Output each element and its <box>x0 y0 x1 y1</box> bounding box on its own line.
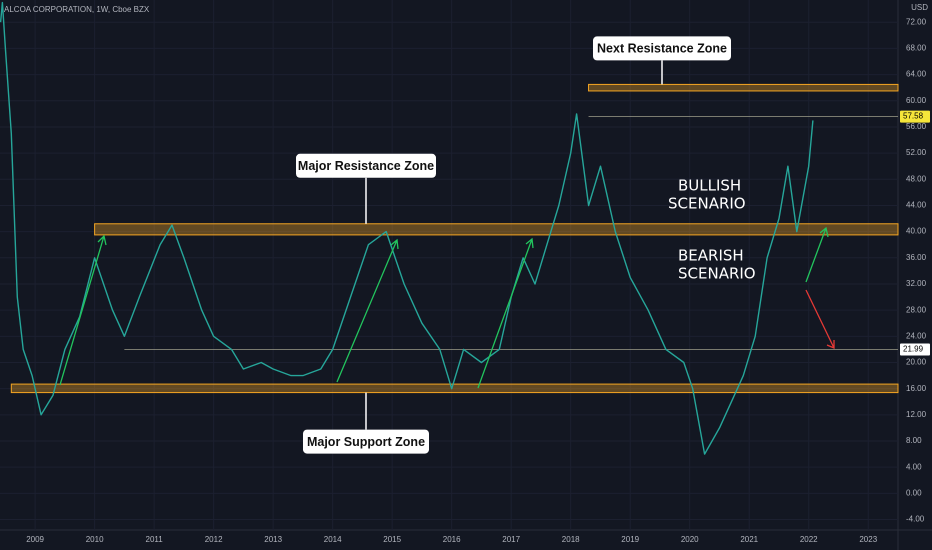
arrow <box>336 238 399 383</box>
y-tick-label: 48.00 <box>906 174 927 183</box>
y-tick-label: 0.00 <box>906 488 922 497</box>
y-tick-label: 24.00 <box>906 331 927 340</box>
bearish-arrow <box>805 289 835 349</box>
y-tick-label: 72.00 <box>906 17 927 26</box>
y-tick-label: 36.00 <box>906 253 927 262</box>
arrow <box>805 226 829 283</box>
x-tick-label: 2011 <box>146 535 164 544</box>
x-tick-label: 2012 <box>205 535 223 544</box>
plot <box>0 1 814 455</box>
callout-label: Major Resistance Zone <box>298 159 434 173</box>
callout-label: Next Resistance Zone <box>597 42 727 56</box>
x-tick-label: 2016 <box>443 535 461 544</box>
arrow <box>59 234 107 386</box>
x-tick-label: 2017 <box>502 535 520 544</box>
annotation: BEARISH <box>678 247 744 265</box>
y-tick-label: 56.00 <box>906 122 927 131</box>
chart-title: ALCOA CORPORATION, 1W, Cboe BZX <box>4 5 150 14</box>
x-tick-label: 2022 <box>800 535 818 544</box>
callout-box <box>593 36 731 61</box>
y-tick-label: 28.00 <box>906 305 927 314</box>
zone <box>588 83 899 92</box>
x-tick-label: 2009 <box>26 535 44 544</box>
y-unit: USD <box>911 3 928 12</box>
y-tick-label: 4.00 <box>906 462 922 471</box>
level-tag <box>900 343 930 356</box>
y-tick-label: 64.00 <box>906 70 927 79</box>
x-tick-label: 2018 <box>562 535 580 544</box>
annotation: SCENARIO <box>668 195 746 213</box>
x-tick-label: 2015 <box>383 535 401 544</box>
x-tick-label: 2019 <box>621 535 639 544</box>
level-label: 21.99 <box>903 345 924 354</box>
arrow <box>477 237 534 389</box>
level-label: 57.58 <box>903 112 924 121</box>
x-tick-label: 2021 <box>740 535 758 544</box>
x-tick-label: 2014 <box>324 535 342 544</box>
level-tag <box>900 110 930 123</box>
x-tick-label: 2010 <box>86 535 104 544</box>
annotation: BULLISH <box>678 177 741 195</box>
y-tick-label: 40.00 <box>906 227 927 236</box>
y-tick-label: 20.00 <box>906 358 927 367</box>
y-tick-label: 60.00 <box>906 96 927 105</box>
callout-box <box>296 153 436 178</box>
zones <box>10 83 899 394</box>
y-tick-label: 16.00 <box>906 384 927 393</box>
y-tick-label: 44.00 <box>906 201 927 210</box>
callout-label: Major Support Zone <box>307 435 425 449</box>
x-tick-label: 2023 <box>859 535 877 544</box>
y-tick-label: -4.00 <box>906 515 925 524</box>
annotation: SCENARIO <box>678 265 756 283</box>
price-line <box>0 1 814 455</box>
trend-arrows <box>59 226 829 389</box>
x-tick-label: 2013 <box>264 535 282 544</box>
y-tick-label: 52.00 <box>906 148 927 157</box>
y-tick-label: 12.00 <box>906 410 927 419</box>
callout-box <box>303 429 429 454</box>
y-tick-label: 8.00 <box>906 436 922 445</box>
zone <box>10 383 899 394</box>
y-tick-label: 32.00 <box>906 279 927 288</box>
y-tick-label: 68.00 <box>906 44 927 53</box>
x-tick-label: 2020 <box>681 535 699 544</box>
zone <box>94 223 899 236</box>
grid <box>0 0 898 530</box>
